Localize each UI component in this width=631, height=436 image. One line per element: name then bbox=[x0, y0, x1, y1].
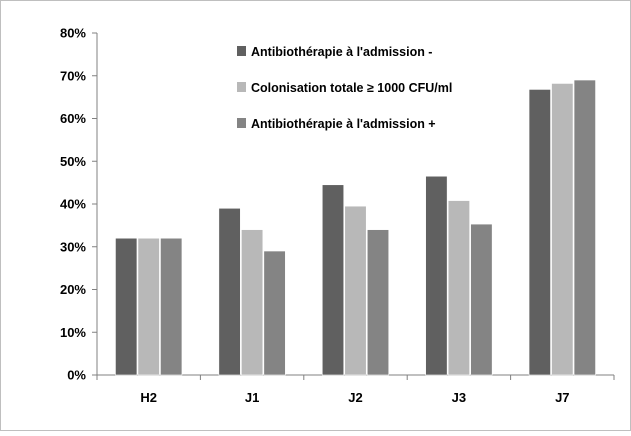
y-tick-label: 30% bbox=[60, 239, 86, 254]
bar-h2-series-1 bbox=[115, 237, 138, 376]
x-category-label: J3 bbox=[452, 390, 466, 405]
y-tick-label: 10% bbox=[60, 325, 86, 340]
legend-label: Antibiothérapie à l'admission - bbox=[251, 45, 432, 59]
y-tick-label: 0% bbox=[67, 368, 86, 383]
y-tick-label: 50% bbox=[60, 154, 86, 169]
bars-group bbox=[115, 79, 596, 376]
bar-j7-series-1 bbox=[528, 89, 551, 376]
bar-j3-series-1 bbox=[425, 175, 448, 376]
bar-j7-series-2 bbox=[551, 83, 574, 376]
x-category-label: J1 bbox=[245, 390, 259, 405]
y-tick-label: 70% bbox=[60, 68, 86, 83]
bar-j1-series-1 bbox=[218, 207, 241, 376]
bar-j1-series-2 bbox=[241, 229, 264, 376]
y-axis: 0% 10% 20% 30% 40% 50% 60% 70% 80% bbox=[60, 26, 98, 383]
legend: Antibiothérapie à l'admission - Colonisat… bbox=[237, 45, 452, 131]
y-tick-label: 20% bbox=[60, 282, 86, 297]
y-tick-label: 40% bbox=[60, 197, 86, 212]
bar-j3-series-3 bbox=[470, 223, 493, 376]
x-category-label: H2 bbox=[140, 390, 157, 405]
legend-label: Colonisation totale ≥ 1000 CFU/ml bbox=[251, 81, 452, 95]
bar-j2-series-2 bbox=[344, 205, 367, 376]
y-tick-label: 80% bbox=[60, 26, 86, 41]
bar-j3-series-2 bbox=[447, 200, 470, 376]
bar-j7-series-3 bbox=[573, 79, 596, 376]
x-category-label: J7 bbox=[555, 390, 569, 405]
legend-swatch bbox=[237, 46, 246, 56]
legend-label: Antibiothérapie à l'admission + bbox=[251, 117, 436, 131]
y-tick-label: 60% bbox=[60, 111, 86, 126]
legend-swatch bbox=[237, 118, 246, 128]
bar-j2-series-3 bbox=[366, 229, 390, 376]
x-category-label: J2 bbox=[348, 390, 362, 405]
bar-h2-series-3 bbox=[160, 237, 183, 376]
bar-h2-series-2 bbox=[137, 237, 160, 376]
bar-j2-series-1 bbox=[321, 184, 345, 376]
legend-swatch bbox=[237, 82, 246, 92]
bar-j1-series-3 bbox=[263, 250, 286, 376]
